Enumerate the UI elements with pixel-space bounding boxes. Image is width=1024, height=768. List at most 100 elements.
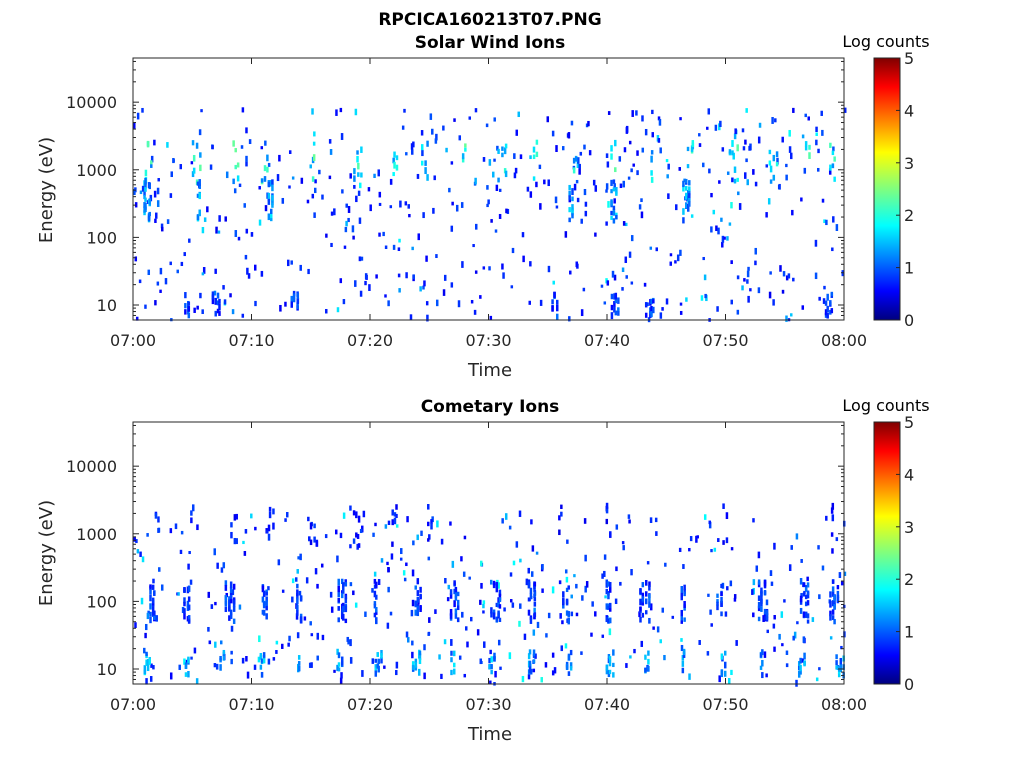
heatmap-cell <box>214 299 217 304</box>
heatmap-cell <box>490 656 493 663</box>
heatmap-cell <box>732 152 735 160</box>
heatmap-cell <box>344 618 348 624</box>
heatmap-cell <box>527 609 531 616</box>
heatmap-cell <box>191 171 195 178</box>
heatmap-cell <box>270 208 273 215</box>
heatmap-cell <box>570 120 574 126</box>
heatmap-cell <box>218 311 221 316</box>
heatmap-cell <box>380 649 383 656</box>
x-axis-label: Time <box>467 724 512 745</box>
heatmap-cell <box>814 239 818 247</box>
heatmap-cell <box>671 615 675 619</box>
heatmap-cell <box>316 655 319 661</box>
heatmap-cell <box>211 291 215 298</box>
heatmap-cell <box>480 582 483 589</box>
heatmap-cell <box>456 599 460 606</box>
heatmap-cell <box>149 676 153 682</box>
heatmap-cell <box>551 652 555 658</box>
heatmap-cell <box>328 139 332 144</box>
heatmap-cell <box>772 623 776 629</box>
heatmap-cell <box>337 667 341 672</box>
heatmap-cell <box>700 295 704 301</box>
heatmap-cell <box>615 187 618 194</box>
heatmap-cell <box>625 125 629 133</box>
heatmap-cell <box>608 669 612 675</box>
heatmap-cell <box>225 171 229 179</box>
heatmap-cell <box>572 157 576 164</box>
heatmap-cell <box>765 673 768 678</box>
heatmap-cell <box>607 592 610 600</box>
heatmap-cell <box>479 599 482 605</box>
heatmap-cell <box>340 672 343 679</box>
heatmap-cell <box>808 152 811 159</box>
heatmap-cell <box>479 295 482 299</box>
heatmap-cell <box>839 657 843 665</box>
heatmap-cell <box>763 616 767 621</box>
heatmap-cell <box>355 195 358 203</box>
heatmap-cell <box>419 605 422 612</box>
heatmap-cell <box>468 576 471 580</box>
heatmap-cell <box>757 601 761 609</box>
heatmap-cell <box>617 311 620 316</box>
heatmap-cell <box>473 309 477 315</box>
heatmap-cell <box>716 604 719 611</box>
heatmap-cell <box>685 178 688 183</box>
heatmap-cell <box>325 233 328 238</box>
heatmap-cell <box>357 515 361 523</box>
heatmap-cell <box>608 628 612 636</box>
heatmap-cell <box>622 180 626 188</box>
heatmap-cell <box>645 610 648 615</box>
heatmap-cell <box>185 659 189 663</box>
heatmap-cell <box>781 643 784 647</box>
heatmap-cell <box>501 263 504 270</box>
heatmap-cell <box>295 577 298 582</box>
heatmap-cell <box>199 164 202 172</box>
heatmap-cell <box>768 160 772 166</box>
heatmap-cell <box>144 632 147 639</box>
heatmap-cell <box>240 145 244 149</box>
heatmap-cell <box>215 226 218 234</box>
heatmap-cell <box>260 178 264 183</box>
heatmap-cell <box>449 589 453 595</box>
heatmap-cell <box>824 300 828 306</box>
heatmap-cell <box>533 607 536 613</box>
heatmap-cell <box>442 125 445 131</box>
heatmap-cell <box>559 613 562 619</box>
heatmap-cell <box>610 304 614 311</box>
heatmap-cell <box>831 502 835 510</box>
heatmap-cell <box>836 585 840 590</box>
heatmap-cell <box>190 517 193 524</box>
heatmap-cell <box>191 504 195 512</box>
heatmap-cell <box>828 168 832 175</box>
heatmap-cell <box>141 185 145 192</box>
heatmap-cell <box>318 169 321 175</box>
heatmap-cell <box>824 309 828 316</box>
heatmap-cell <box>490 607 493 614</box>
heatmap-cell <box>799 595 803 603</box>
heatmap-cell <box>733 166 737 173</box>
heatmap-cell <box>455 204 459 212</box>
heatmap-cell <box>515 541 519 548</box>
heatmap-cell <box>360 256 364 261</box>
heatmap-cell <box>427 538 430 542</box>
heatmap-cell <box>374 522 377 527</box>
heatmap-cell <box>281 589 285 593</box>
heatmap-cell <box>621 267 625 273</box>
heatmap-cell <box>218 215 221 222</box>
heatmap-cell <box>658 118 662 126</box>
heatmap-cell <box>679 310 683 315</box>
heatmap-cell <box>737 191 740 196</box>
heatmap-cell <box>433 175 436 181</box>
heatmap-cell <box>405 272 408 279</box>
heatmap-cell <box>187 312 191 319</box>
heatmap-cell <box>785 650 789 655</box>
heatmap-cell <box>345 203 348 208</box>
heatmap-cell <box>723 670 727 677</box>
heatmap-cell <box>532 659 536 664</box>
heatmap-cell <box>419 286 422 292</box>
heatmap-cell <box>741 285 744 291</box>
heatmap-cell <box>438 654 441 660</box>
colorbar-tick-label: 4 <box>904 465 914 484</box>
heatmap-cell <box>717 227 720 235</box>
heatmap-cell <box>609 531 612 538</box>
